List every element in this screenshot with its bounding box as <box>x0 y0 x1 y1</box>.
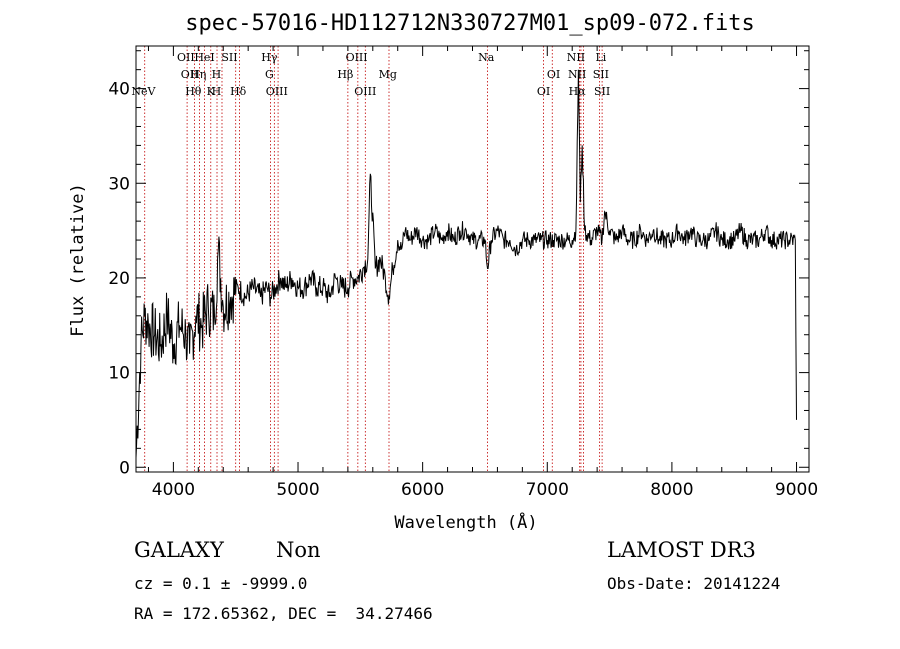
emission-line-label: Hθ <box>185 85 202 98</box>
emission-line-label: Hδ <box>230 85 247 98</box>
y-axis-label: Flux (relative) <box>68 183 88 337</box>
observation-date: Obs-Date: 20141224 <box>607 574 781 593</box>
object-class: GALAXY <box>134 538 224 562</box>
emission-line-label: Hα <box>569 85 587 98</box>
emission-line-label: OIII <box>346 51 368 64</box>
emission-line-marks <box>144 46 603 472</box>
y-tick-label: 40 <box>108 80 130 100</box>
emission-line-label: OIII <box>354 85 376 98</box>
emission-line-label: OII <box>181 68 199 81</box>
emission-line-label: OIII <box>266 85 288 98</box>
emission-line-label: OI <box>547 68 560 81</box>
x-tick-label: 8000 <box>650 480 693 500</box>
x-tick-label: 7000 <box>526 480 569 500</box>
y-tick-label: 30 <box>108 174 130 194</box>
emission-line-label: Hγ <box>261 51 278 64</box>
emission-line-label: SII <box>593 68 609 81</box>
x-tick-label: 9000 <box>775 480 818 500</box>
emission-line-label: NeV <box>131 85 156 98</box>
emission-line-label: Mg <box>379 68 397 81</box>
emission-line-label: Hβ <box>337 68 353 81</box>
y-tick-label: 10 <box>108 364 130 384</box>
object-subclass: Non <box>276 538 321 562</box>
x-tick-label: 4000 <box>152 480 195 500</box>
x-tick-label: 5000 <box>276 480 319 500</box>
emission-line-label: OI <box>537 85 550 98</box>
plot-frame <box>135 45 810 473</box>
x-axis-ticks: 4000 5000 6000 7000 8000 9000 <box>147 46 818 500</box>
redshift-readout: cz = 0.1 ± -9999.0 <box>134 574 308 593</box>
y-tick-label: 20 <box>108 269 130 289</box>
emission-line-label: Hη <box>190 68 206 81</box>
x-axis-label: Wavelength (Å) <box>394 511 537 533</box>
emission-line-label: OII <box>177 51 195 64</box>
emission-line-label: G <box>265 68 274 81</box>
coordinates-readout: RA = 172.65362, DEC = 34.27466 <box>134 604 433 623</box>
emission-line-label: NII <box>567 51 585 64</box>
emission-line-labels: NeVOIIOIIHθHηHeIKHHSIIHδHγGOIIIHβOIIIOII… <box>131 51 610 98</box>
emission-line-label: Na <box>478 51 495 64</box>
emission-line-label: HeI <box>194 51 214 64</box>
x-tick-label: 6000 <box>401 480 444 500</box>
spectrum-series-line <box>135 69 797 458</box>
emission-line-label: H <box>212 85 222 98</box>
emission-line-label: SII <box>221 51 237 64</box>
survey-name: LAMOST DR3 <box>607 538 756 562</box>
emission-line-label: H <box>212 68 222 81</box>
y-tick-label: 0 <box>119 458 130 478</box>
chart-title: spec-57016-HD112712N330727M01_sp09-072.f… <box>185 11 755 36</box>
emission-line-label: K <box>207 85 216 98</box>
emission-line-label: SII <box>594 85 610 98</box>
emission-line-label: NII <box>568 68 586 81</box>
y-axis-ticks: 0 10 20 30 40 <box>108 50 809 478</box>
emission-line-label: Li <box>595 51 606 64</box>
